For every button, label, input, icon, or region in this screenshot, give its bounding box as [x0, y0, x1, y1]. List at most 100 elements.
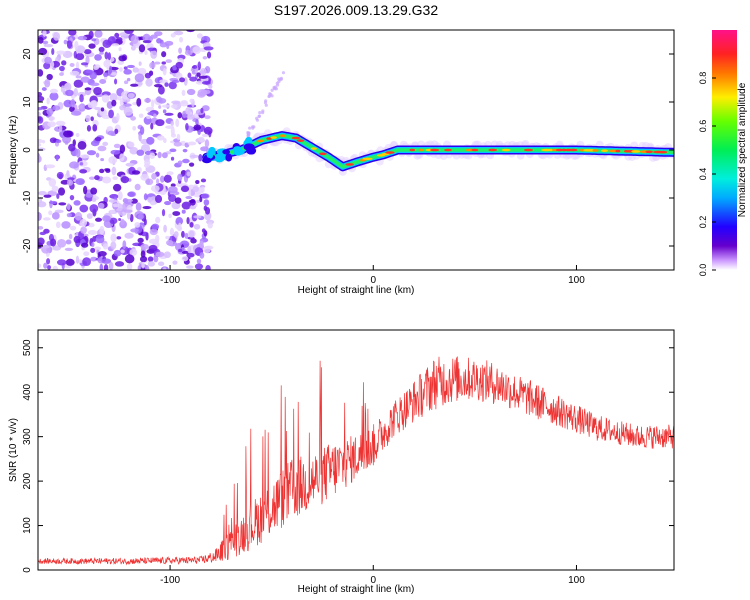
noise-blob [102, 141, 109, 147]
noise-blob [196, 72, 201, 77]
spectrogram-y-ticks: -20 -10 0 10 20 [22, 48, 674, 253]
noise-blob [88, 222, 95, 228]
noise-blob [173, 231, 179, 238]
x-tick-label: 0 [370, 575, 376, 586]
noise-blob [193, 215, 202, 219]
noise-blob [43, 62, 51, 70]
noise-blob [118, 47, 122, 52]
y-tick-label: -20 [22, 238, 33, 253]
noise-blob [120, 218, 125, 226]
noise-blob [150, 185, 160, 192]
noise-blob [140, 250, 146, 258]
noise-blob [201, 228, 206, 233]
noise-blob [140, 267, 146, 270]
y-tick-label: 400 [22, 383, 33, 400]
noise-blob [193, 124, 202, 131]
noise-blob [205, 265, 211, 270]
noise-blob [178, 248, 183, 253]
noise-blob [122, 240, 127, 250]
noise-blob [157, 151, 162, 159]
noise-blob [95, 152, 100, 158]
noise-blob [97, 145, 107, 152]
noise-blob [198, 136, 205, 143]
noise-blob [95, 217, 103, 222]
noise-blob [63, 99, 73, 108]
noise-blob [75, 178, 85, 185]
noise-blob [140, 243, 149, 250]
noise-blob [181, 209, 186, 214]
noise-blob [173, 141, 182, 147]
noise-blob [193, 223, 201, 230]
noise-blob [170, 33, 176, 38]
noise-blob [192, 46, 202, 54]
spectrogram-y-axis-label: Frequency (Hz) [8, 116, 19, 185]
noise-blob [203, 199, 210, 206]
noise-blob [129, 248, 138, 256]
noise-blob [140, 144, 151, 153]
noise-blob [170, 156, 175, 161]
noise-blob [48, 116, 55, 121]
noise-blob [136, 97, 142, 107]
noise-blob [185, 195, 193, 200]
noise-blob [94, 30, 103, 38]
noise-blob [186, 30, 195, 33]
noise-blob [79, 154, 90, 159]
noise-blob [55, 221, 61, 229]
noise-blob [99, 51, 104, 55]
noise-blob [186, 114, 195, 120]
noise-blob [75, 255, 80, 264]
colorbar-tick-label: 0.4 [698, 168, 708, 181]
noise-blob [55, 154, 59, 162]
noise-blob [116, 96, 122, 101]
noise-blob [42, 30, 47, 37]
noise-blob [67, 177, 75, 181]
noise-blob [118, 55, 127, 62]
trace-blob [202, 157, 212, 164]
noise-blob [80, 62, 89, 66]
noise-blob [101, 94, 110, 103]
noise-blob [196, 258, 202, 264]
noise-blob [44, 44, 54, 48]
noise-blob [107, 130, 115, 136]
noise-blob [189, 154, 200, 159]
noise-blob [137, 67, 147, 76]
noise-blob [148, 244, 158, 252]
noise-blob [138, 44, 146, 53]
noise-blob [108, 109, 114, 119]
noise-blob [80, 76, 90, 83]
noise-blob [61, 60, 67, 66]
branch-dot [269, 92, 273, 96]
noise-blob [73, 79, 84, 88]
trace-hotspot [645, 150, 653, 154]
branch-dot [255, 116, 259, 120]
noise-blob [153, 254, 159, 263]
noise-blob [83, 185, 88, 195]
noise-blob [174, 197, 182, 204]
noise-blob [199, 196, 203, 203]
noise-blob [155, 119, 165, 127]
noise-blob [188, 162, 195, 167]
colorbar-gradient [712, 30, 737, 270]
noise-blob [117, 191, 123, 201]
noise-blob [198, 75, 208, 79]
noise-blob [124, 254, 135, 264]
branch-dot [246, 131, 250, 135]
noise-blob [206, 51, 212, 59]
noise-blob [195, 179, 200, 185]
noise-blob [116, 37, 123, 42]
noise-blob [189, 221, 194, 228]
trace-blob [233, 146, 242, 153]
noise-blob [130, 198, 138, 204]
noise-blob [201, 80, 211, 85]
noise-blob [137, 213, 144, 220]
noise-blob [170, 183, 176, 187]
y-tick-label: 0 [22, 147, 33, 153]
noise-blob [75, 61, 80, 70]
noise-blob [112, 183, 122, 192]
branch-dot [281, 71, 286, 75]
noise-blob [181, 255, 189, 262]
noise-blob [114, 78, 118, 85]
noise-blob [175, 72, 183, 80]
noise-blob [58, 202, 67, 206]
noise-blob [168, 81, 177, 90]
